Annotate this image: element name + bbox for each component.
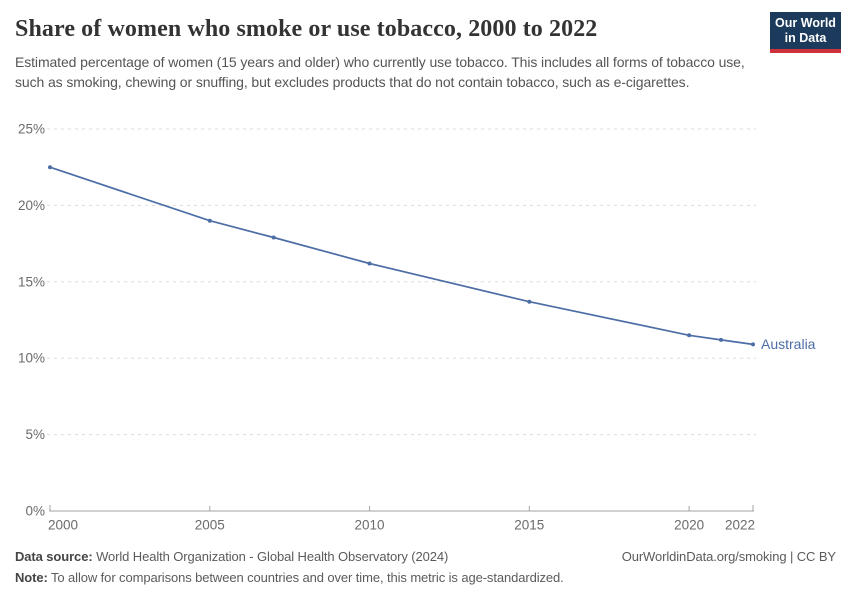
x-axis-tick-label: 2020 — [674, 518, 704, 533]
y-axis-tick-label: 5% — [25, 427, 45, 442]
data-source-line: Data source: World Health Organization -… — [15, 549, 448, 564]
x-axis-tick-label: 2000 — [48, 518, 78, 533]
data-source-text: World Health Organization - Global Healt… — [92, 549, 449, 564]
y-axis-tick-label: 15% — [18, 274, 45, 289]
page-title: Share of women who smoke or use tobacco,… — [15, 16, 598, 42]
series-line — [49, 166, 754, 346]
data-point-marker — [719, 337, 723, 342]
data-series: Australia — [48, 165, 816, 352]
data-point-marker — [527, 299, 532, 304]
data-point-marker — [367, 261, 372, 266]
chart-subtitle: Estimated percentage of women (15 years … — [15, 54, 745, 90]
data-point-marker — [48, 165, 52, 170]
x-axis-tick-label: 2022 — [725, 518, 755, 533]
y-axis-tick-label: 0% — [25, 504, 45, 519]
gridlines: 0% 5% 10% 15% 20% 25% — [18, 122, 756, 519]
data-source-label: Data source: — [15, 549, 93, 564]
owid-license-link[interactable]: OurWorldinData.org/smoking | CC BY — [621, 549, 836, 564]
x-axis: 2000 2005 2010 2015 2020 2022 — [48, 505, 755, 533]
note-label: Note: — [15, 570, 48, 585]
y-axis-tick-label: 25% — [18, 122, 45, 137]
data-point-marker — [751, 342, 755, 347]
y-axis-tick-label: 20% — [18, 198, 45, 213]
series-end-label: Australia — [761, 336, 816, 352]
note-text: To allow for comparisons between countri… — [47, 570, 564, 585]
y-axis-tick-label: 10% — [18, 351, 45, 366]
x-axis-tick-label: 2005 — [195, 518, 225, 533]
owid-logo: Our World in Data — [770, 12, 841, 53]
data-point-marker — [207, 218, 212, 223]
x-axis-tick-label: 2015 — [514, 518, 544, 533]
data-point-marker — [687, 333, 692, 338]
data-point-marker — [271, 235, 276, 240]
x-axis-tick-label: 2010 — [355, 518, 385, 533]
owid-logo-accent-bar — [770, 49, 841, 53]
owid-logo-line1: Our World — [775, 16, 836, 30]
owid-logo-line2: in Data — [784, 31, 827, 45]
owid-logo-text: Our World in Data — [770, 12, 841, 49]
